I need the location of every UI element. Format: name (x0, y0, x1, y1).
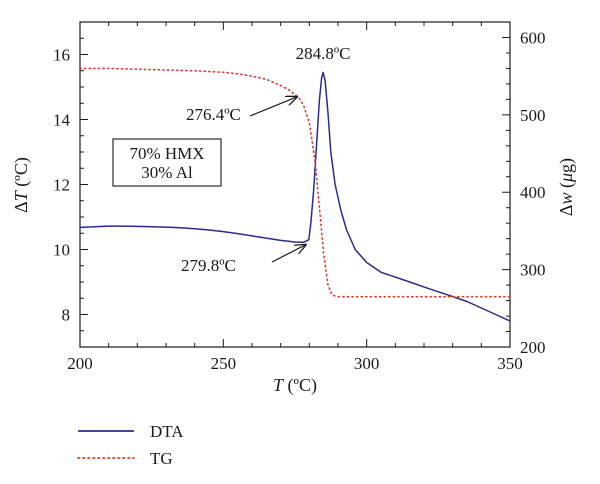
dta-onset-arrow (271, 245, 306, 263)
left-y-tick-label: 8 (62, 306, 71, 325)
right-y-axis-ticks: 200 300 400 500 600 (502, 21, 546, 357)
right-y-axis-title: Δw (μg) (556, 158, 577, 216)
right-y-tick-label: 300 (520, 261, 546, 280)
right-y-tick-label: 500 (520, 106, 546, 125)
left-y-axis-ticks: 8 10 12 14 16 (53, 21, 88, 348)
legend: DTA TG (77, 422, 184, 468)
x-axis-title: T (ºC) (273, 375, 317, 396)
tg-onset-annotation: 276.4ºC (186, 105, 241, 124)
peak-annotation: 284.8ºC (296, 44, 351, 63)
composition-line-2: 30% Al (141, 163, 193, 182)
left-y-tick-label: 16 (53, 46, 70, 65)
right-y-tick-label: 400 (520, 183, 546, 202)
series-line-tg (79, 67, 511, 298)
legend-label-dta: DTA (150, 422, 184, 441)
series-layer (79, 67, 511, 322)
tg-onset-arrow (249, 97, 297, 117)
left-y-tick-label: 10 (53, 241, 70, 260)
composition-box (112, 138, 222, 187)
x-tick-label: 250 (211, 354, 237, 373)
composition-line-1: 70% HMX (129, 144, 204, 163)
right-y-tick-label: 600 (520, 28, 546, 47)
left-y-axis-title: ΔT (ºC) (11, 157, 32, 213)
dta-onset-annotation: 279.8ºC (181, 256, 236, 275)
left-y-tick-label: 12 (53, 176, 70, 195)
left-y-tick-label: 14 (53, 111, 71, 130)
x-tick-label: 300 (354, 354, 380, 373)
x-tick-label: 200 (67, 354, 93, 373)
series-line-dta (79, 71, 511, 322)
x-tick-label: 350 (497, 354, 523, 373)
x-axis-ticks: 200 250 300 350 (67, 22, 523, 373)
right-y-tick-label: 200 (520, 338, 546, 357)
legend-label-tg: TG (150, 449, 173, 468)
